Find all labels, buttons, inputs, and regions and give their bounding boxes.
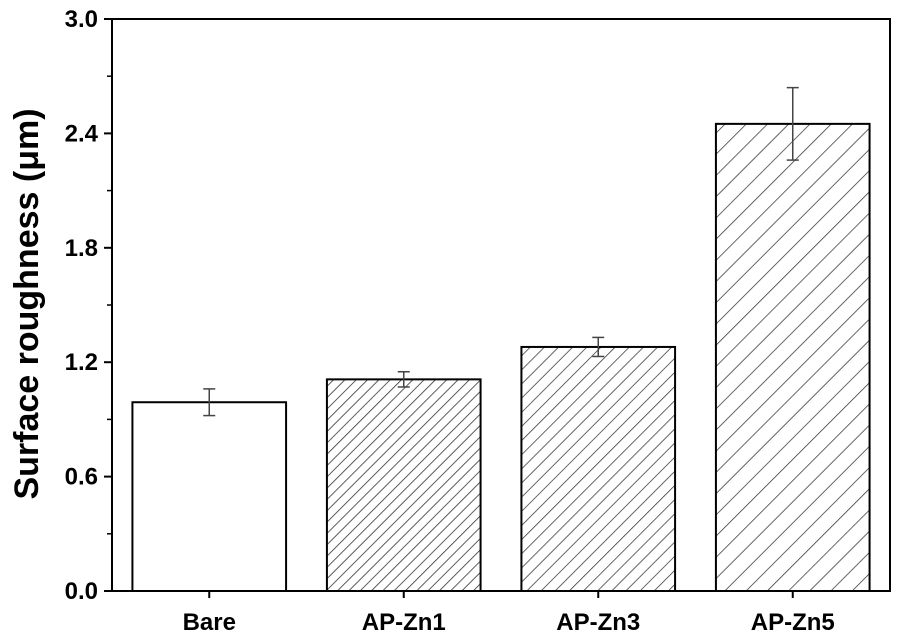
labels-layer: Bare AP-Zn1 AP-Zn3 AP-Zn5 0.0 0.6 1.2 1.8 2.4 3.0: [65, 6, 835, 636]
bar-bare: [131, 401, 288, 592]
x-tick-label-ap-zn5: AP-Zn5: [751, 609, 835, 636]
y-tick-label-0: 0.0: [65, 578, 98, 605]
x-tick-label-bare: Bare: [183, 609, 236, 636]
bar-ap-zn1: [325, 378, 482, 592]
y-axis-title: Surface roughness (μm): [8, 108, 46, 499]
error-bars-layer: [203, 86, 799, 417]
y-tick-label-5: 3.0: [65, 6, 98, 33]
x-tick-label-ap-zn3: AP-Zn3: [556, 609, 640, 636]
y-tick-label-2: 1.2: [65, 349, 98, 376]
y-tick-label-3: 1.8: [65, 235, 98, 262]
x-tick-label-ap-zn1: AP-Zn1: [362, 609, 446, 636]
y-tick-label-1: 0.6: [65, 464, 98, 491]
bar-ap-zn3: [520, 345, 677, 592]
y-tick-label-4: 2.4: [65, 120, 99, 147]
bars-layer: [131, 122, 871, 592]
bar-ap-zn5: [714, 122, 871, 592]
axes-layer: [104, 18, 891, 598]
